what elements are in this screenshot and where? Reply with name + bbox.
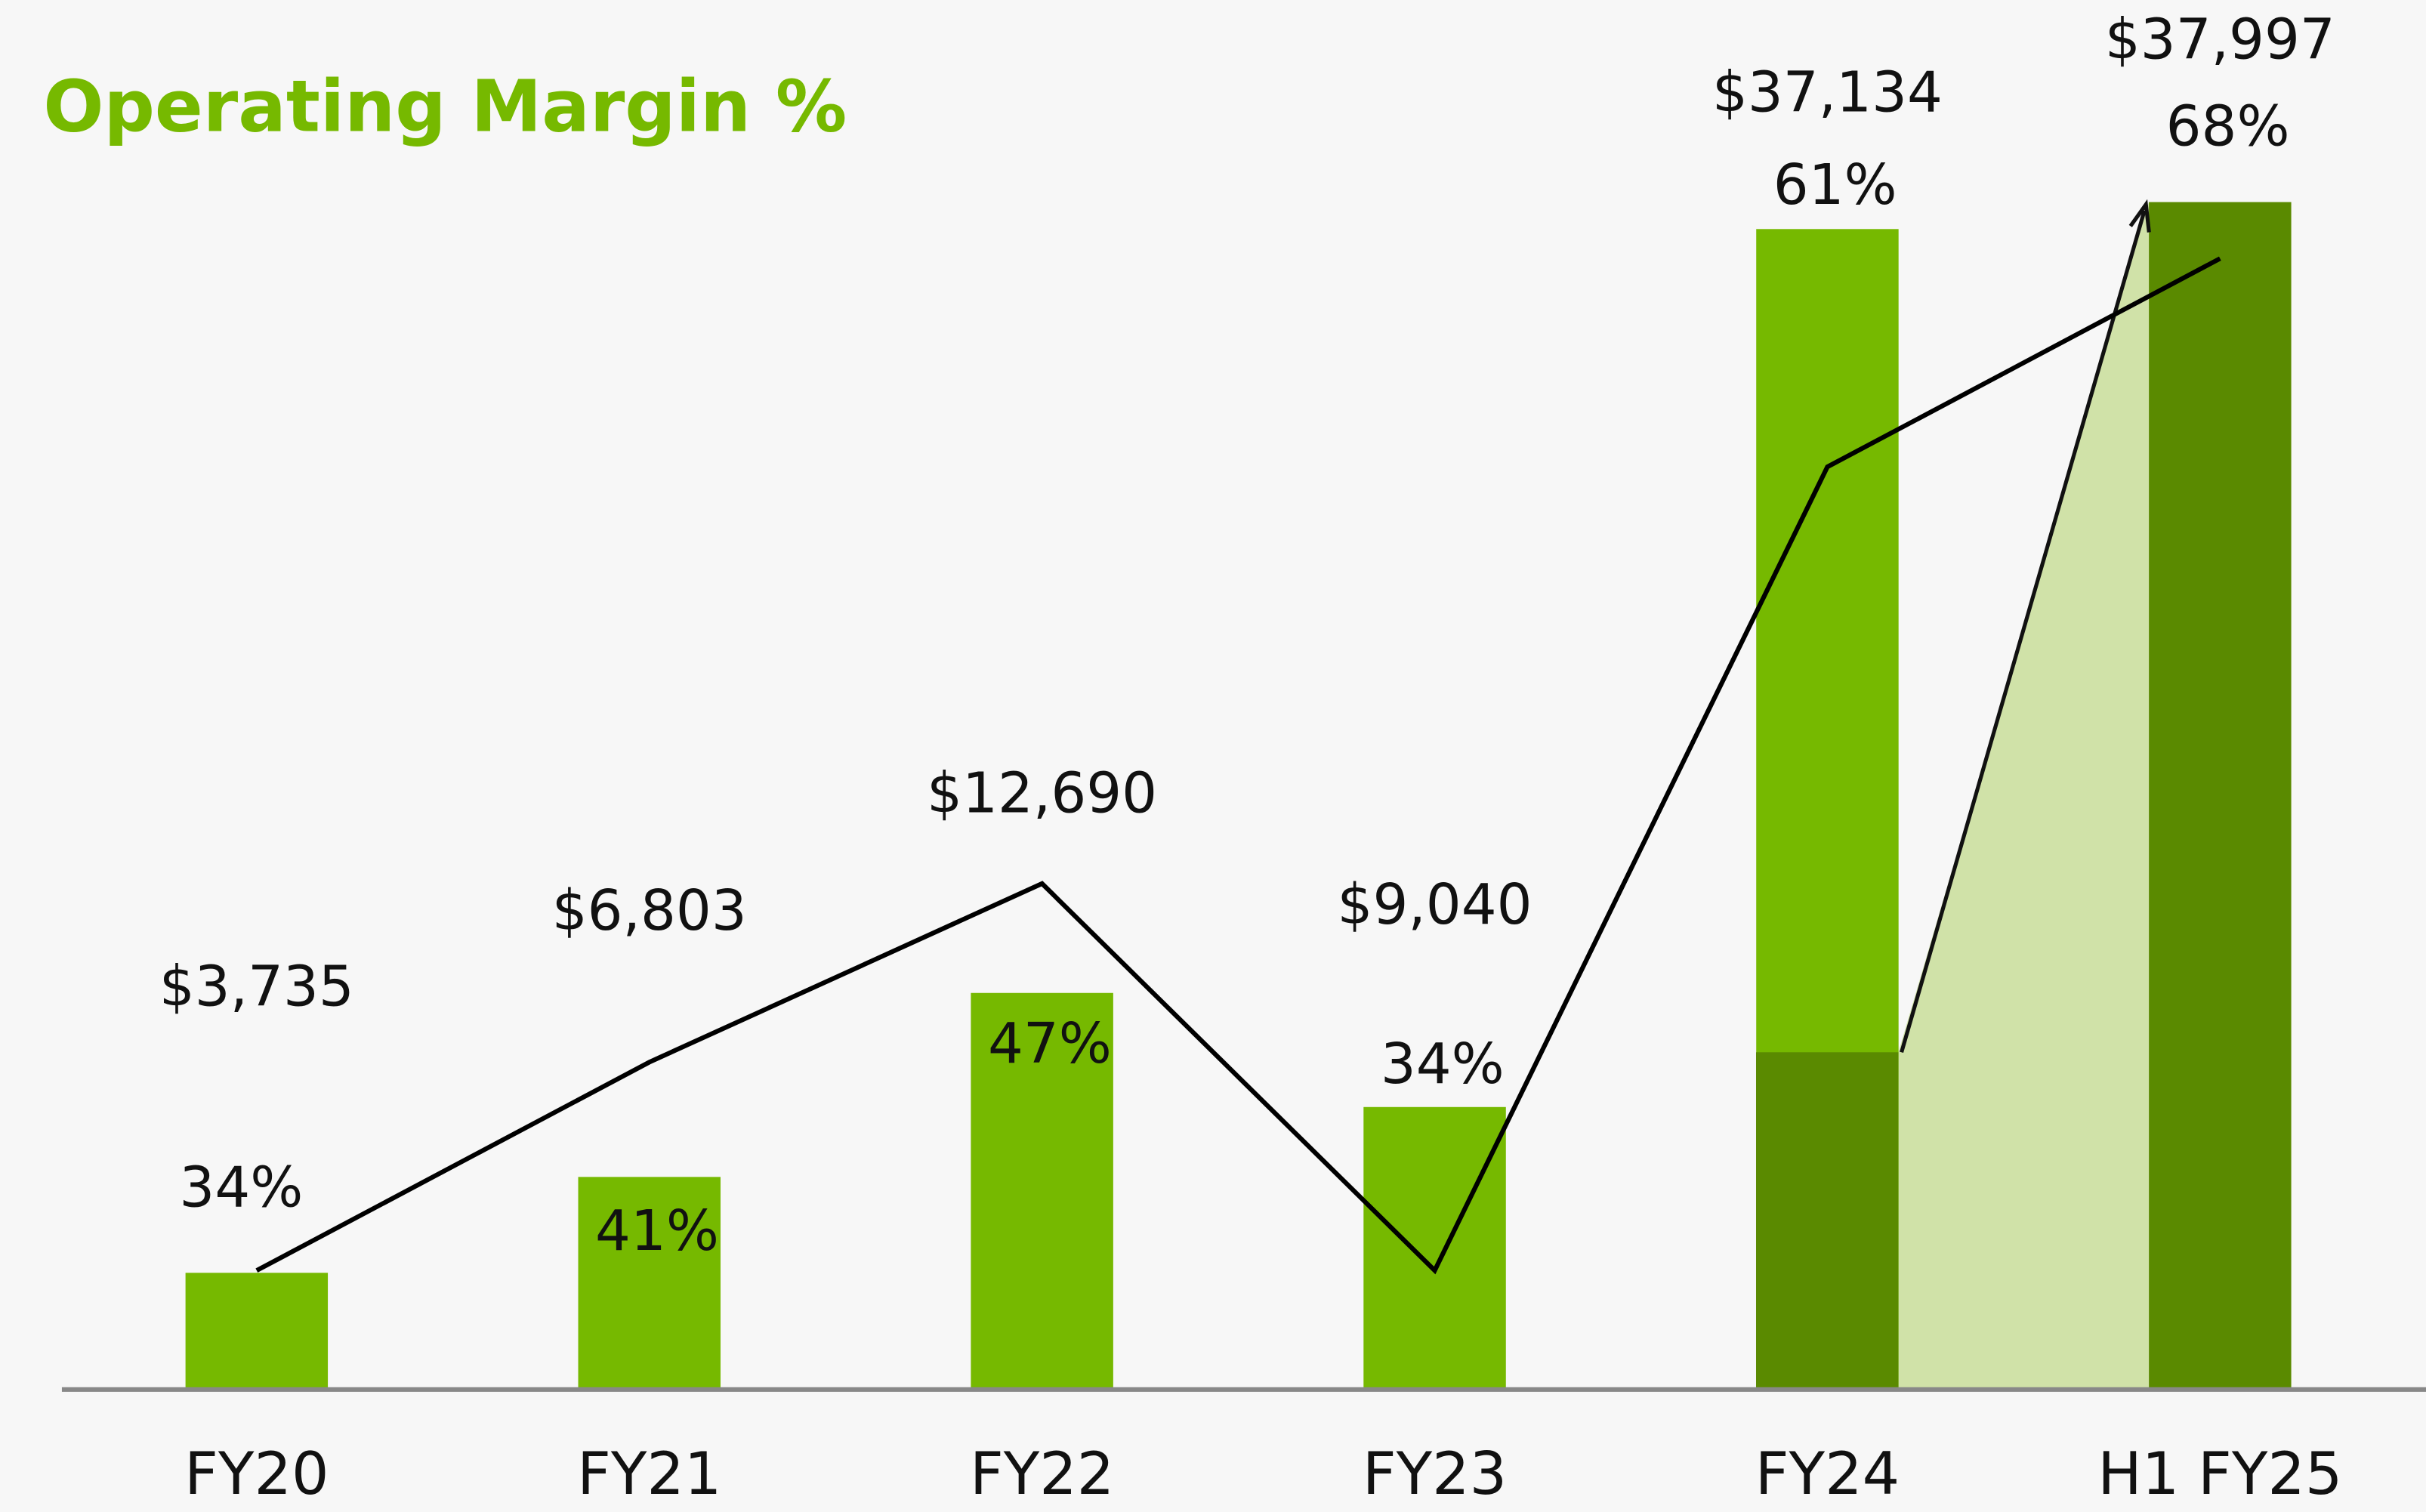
value-label: $37,997 bbox=[2105, 8, 2335, 73]
overlay: FY20 FY21 FY22 FY23 FY24 H1 FY25 $3,735 $6,803 $… bbox=[159, 8, 2343, 1508]
value-label: $3,735 bbox=[159, 955, 354, 1019]
x-tick-label: FY24 bbox=[1755, 1440, 1900, 1508]
x-tick-label: FY21 bbox=[577, 1440, 721, 1508]
highlight-segment bbox=[1756, 1052, 1899, 1390]
x-tick-label: FY22 bbox=[970, 1440, 1114, 1508]
value-label: 47% bbox=[988, 1012, 1112, 1076]
x-tick-label: H1 FY25 bbox=[2097, 1440, 2342, 1508]
growth-arrow bbox=[1900, 199, 2151, 1053]
value-label: 34% bbox=[1381, 1032, 1505, 1097]
bar bbox=[1363, 1106, 1506, 1390]
value-label: $37,134 bbox=[1712, 60, 1943, 125]
x-tick-label: FY23 bbox=[1363, 1440, 1507, 1508]
chart-title: Operating Margin % bbox=[43, 66, 847, 149]
arrow-head bbox=[2128, 199, 2151, 233]
arrow-line bbox=[1900, 210, 2147, 1053]
bar bbox=[2149, 202, 2292, 1390]
value-label: 61% bbox=[1773, 153, 1897, 218]
bar bbox=[971, 992, 1113, 1390]
value-label: 34% bbox=[179, 1156, 303, 1220]
value-label: 68% bbox=[2166, 94, 2290, 159]
x-tick-label: FY20 bbox=[184, 1440, 329, 1508]
margin-line bbox=[255, 256, 2221, 1275]
bar bbox=[185, 1273, 329, 1390]
value-label: $12,690 bbox=[927, 761, 1157, 825]
growth-area bbox=[1898, 201, 2150, 1390]
value-label: $6,803 bbox=[552, 879, 747, 943]
value-label: 41% bbox=[595, 1199, 719, 1264]
bar bbox=[578, 1177, 721, 1390]
value-label: $9,040 bbox=[1338, 873, 1532, 937]
